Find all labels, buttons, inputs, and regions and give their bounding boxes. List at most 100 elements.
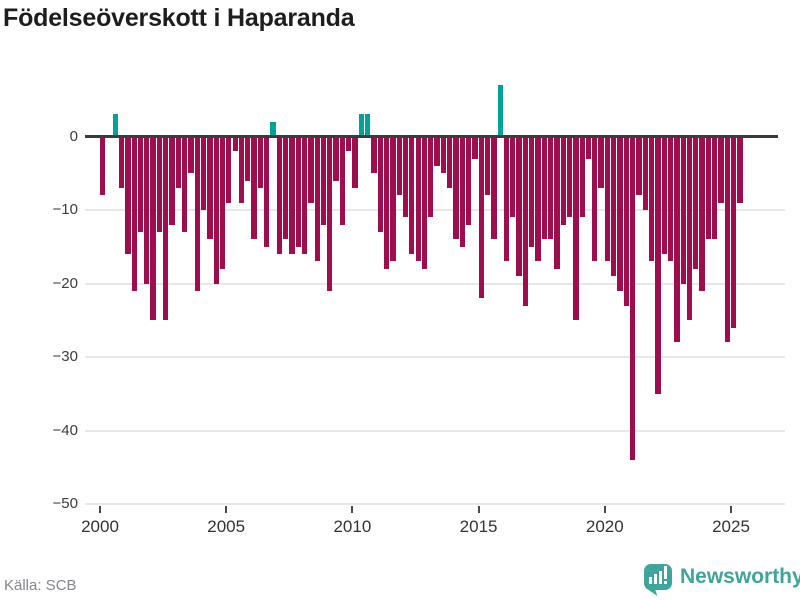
zero-baseline [85, 135, 778, 138]
bar-2016-q3 [516, 136, 522, 277]
bar-2025-q1 [731, 136, 737, 328]
gridline [85, 429, 785, 432]
bar-2013-q1 [428, 136, 434, 218]
y-axis-tick-label: −10 [52, 201, 78, 218]
bar-2009-q2 [333, 136, 339, 181]
bar-2023-q3 [693, 136, 699, 269]
bar-2015-q3 [491, 136, 497, 240]
bar-2014-q3 [465, 136, 472, 225]
bar-2013-q3 [440, 136, 447, 174]
bar-2017-q1 [529, 136, 535, 247]
bar-chart-bubble-icon [644, 564, 672, 596]
bar-2008-q1 [301, 136, 308, 255]
y-axis-tick-label: 0 [69, 127, 78, 145]
bar-2020-q1 [604, 136, 611, 262]
bar-2024-q4 [724, 136, 730, 343]
bar-2010-q2 [358, 114, 364, 137]
bar-2021-q3 [642, 136, 648, 210]
bar-2010-q3 [365, 114, 371, 137]
bar-2017-q4 [548, 136, 554, 240]
bar-2008-q3 [314, 136, 320, 262]
bar-2012-q3 [415, 136, 421, 262]
y-axis-tick-label: −20 [52, 274, 78, 292]
bar-2014-q4 [472, 136, 478, 159]
bar-2002-q2 [156, 136, 163, 233]
bar-2000-q1 [100, 136, 106, 196]
bar-2018-q1 [554, 136, 560, 269]
bar-2008-q4 [320, 136, 327, 225]
x-axis-tick-label: 2015 [459, 517, 498, 536]
bar-2016-q1 [503, 136, 510, 262]
newsworthy-logo[interactable]: Newsworthy [644, 563, 800, 596]
bar-2011-q3 [390, 136, 396, 262]
bar-2023-q2 [686, 136, 693, 321]
bar-2007-q3 [289, 136, 295, 255]
bar-2007-q4 [295, 136, 301, 247]
x-axis-tick-mark [603, 506, 606, 513]
x-axis-tick-label: 2020 [585, 517, 624, 536]
bar-2001-q1 [125, 136, 131, 255]
bar-2016-q4 [522, 136, 529, 306]
bar-2018-q2 [560, 136, 566, 225]
bar-2003-q2 [182, 136, 188, 233]
logo-text: Newsworthy [680, 565, 800, 588]
bar-2006-q3 [264, 136, 270, 247]
logo-exclamation-dot [664, 581, 667, 584]
bar-2004-q1 [200, 136, 207, 210]
bar-2011-q1 [377, 136, 383, 233]
bar-2012-q4 [421, 136, 428, 269]
page-title: Födelseöverskott i Haparanda [3, 4, 355, 32]
bar-2008-q2 [308, 136, 314, 203]
bar-2002-q1 [150, 136, 156, 321]
bar-2021-q4 [648, 136, 655, 262]
bar-2003-q1 [175, 136, 182, 188]
bar-2024-q3 [718, 136, 724, 203]
gridline [85, 209, 785, 211]
bar-2023-q4 [699, 136, 705, 291]
bar-2020-q3 [617, 136, 623, 291]
gridline [85, 503, 785, 505]
x-axis-tick-mark [730, 506, 732, 513]
y-axis-tick-label: −50 [52, 495, 78, 512]
source-label: Källa: SCB [4, 577, 77, 594]
bar-2001-q3 [137, 136, 144, 233]
bar-2010-q1 [352, 136, 358, 188]
x-axis-tick-label: 2000 [81, 517, 119, 536]
bar-2019-q2 [585, 136, 592, 159]
bar-2013-q4 [447, 136, 453, 188]
bar-2022-q1 [655, 136, 661, 394]
x-axis-tick-label: 2010 [333, 517, 372, 536]
bar-2005-q2 [232, 136, 238, 152]
bar-2003-q4 [194, 136, 200, 291]
bar-2020-q4 [623, 136, 630, 306]
bar-2012-q1 [402, 136, 409, 218]
logo-exclamation-stem [664, 566, 667, 579]
y-axis-tick-label: −40 [52, 421, 78, 439]
bar-2024-q1 [705, 136, 712, 240]
bar-2017-q2 [535, 136, 541, 262]
bar-2010-q4 [371, 136, 377, 174]
bar-2003-q3 [188, 136, 194, 174]
bar-2015-q4 [497, 85, 503, 137]
x-axis-tick-mark [99, 506, 101, 513]
x-axis-tick-mark [351, 506, 354, 513]
x-axis-tick-label: 2025 [712, 517, 750, 536]
bar-2014-q2 [459, 136, 465, 247]
bar-2002-q3 [163, 136, 169, 321]
bar-2018-q4 [573, 136, 579, 321]
bar-2006-q1 [251, 136, 257, 240]
logo-bar-3 [659, 571, 662, 584]
logo-bar-2 [654, 574, 657, 584]
logo-bar-1 [649, 577, 652, 584]
bar-2025-q2 [737, 136, 743, 203]
gridline [85, 282, 785, 285]
bar-2002-q4 [169, 136, 175, 225]
bar-2019-q1 [579, 136, 585, 218]
bar-2012-q2 [409, 136, 415, 255]
bar-2000-q3 [112, 114, 118, 137]
bar-2001-q4 [144, 136, 150, 284]
bar-2001-q2 [131, 136, 137, 291]
bar-2006-q4 [270, 121, 276, 137]
